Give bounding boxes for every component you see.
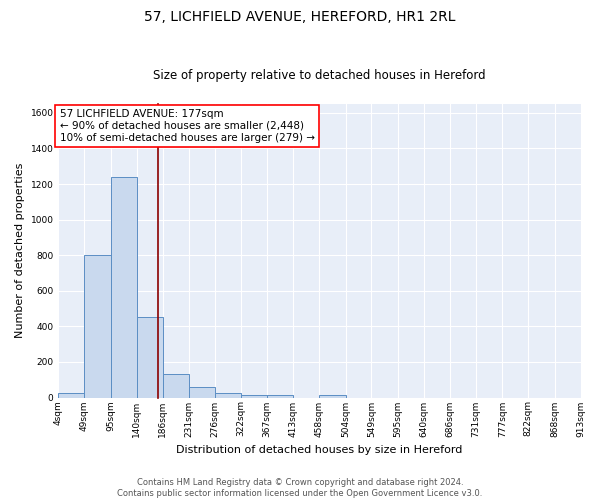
Bar [189,387,215,398]
Bar [319,395,346,398]
Bar [241,395,267,398]
Text: 57, LICHFIELD AVENUE, HEREFORD, HR1 2RL: 57, LICHFIELD AVENUE, HEREFORD, HR1 2RL [144,10,456,24]
Text: 57 LICHFIELD AVENUE: 177sqm
← 90% of detached houses are smaller (2,448)
10% of : 57 LICHFIELD AVENUE: 177sqm ← 90% of det… [59,110,314,142]
Y-axis label: Number of detached properties: Number of detached properties [15,163,25,338]
Bar [58,393,84,398]
Bar [110,177,137,398]
Bar [267,395,293,398]
Bar [137,318,163,398]
Title: Size of property relative to detached houses in Hereford: Size of property relative to detached ho… [153,69,486,82]
X-axis label: Distribution of detached houses by size in Hereford: Distribution of detached houses by size … [176,445,463,455]
Bar [163,374,189,398]
Bar [215,393,241,398]
Bar [84,255,110,398]
Text: Contains HM Land Registry data © Crown copyright and database right 2024.
Contai: Contains HM Land Registry data © Crown c… [118,478,482,498]
